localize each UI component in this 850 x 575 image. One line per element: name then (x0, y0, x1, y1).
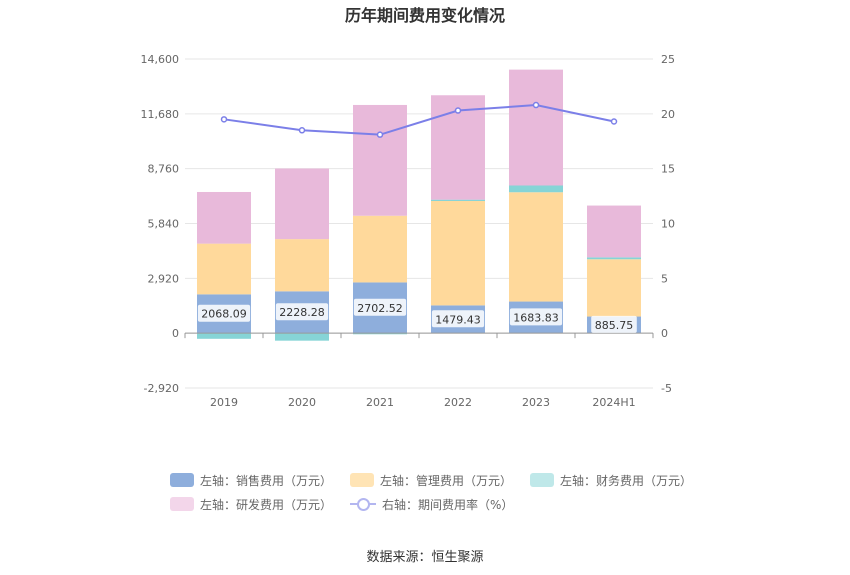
bar-segment-2 (431, 199, 485, 201)
y-left-tick-label: 5,840 (148, 218, 180, 231)
legend-swatch-finance (530, 473, 555, 487)
legend-item-rate[interactable]: 右轴：期间费用率（%） (350, 496, 513, 513)
bar-label-bg (431, 310, 485, 328)
bar-label-bg (591, 315, 637, 333)
axes: -2,920 0 2,920 5,840 8,760 11,680 14,600 -5 0 5 10… (141, 53, 676, 409)
bar-data-label: 2068.09 (201, 308, 247, 321)
bar-data-label: 885.75 (595, 319, 634, 332)
rate-point (220, 116, 228, 123)
legend-swatch-admin (350, 473, 375, 487)
chart-plot: -2,920 0 2,920 5,840 8,760 11,680 14,600 -5 0 5 10… (141, 53, 676, 409)
x-tick-label: 2024H1 (592, 396, 635, 409)
rate-point (610, 118, 618, 125)
legend-label-rd: 左轴：研发费用（万元） (200, 497, 333, 512)
legend-item-admin[interactable]: 左轴：管理费用（万元） (350, 472, 512, 489)
legend-swatch-rd (170, 497, 194, 511)
rate-point (376, 131, 384, 138)
y-left-tick-label: 8,760 (148, 163, 180, 176)
bars (197, 69, 641, 341)
bar-label-bg (509, 308, 563, 326)
data-source: 数据来源：恒生聚源 (366, 550, 484, 565)
x-tick-label: 2019 (210, 396, 238, 409)
y-left-tick-label: 11,680 (141, 108, 180, 121)
legend-label-rate: 右轴：期间费用率（%） (382, 497, 514, 512)
bar-segment-1 (197, 243, 251, 295)
legend-item-finance[interactable]: 左轴：财务费用（万元） (530, 472, 692, 489)
legend-swatch-rate (350, 497, 377, 511)
bar-label-bg (353, 298, 407, 316)
y-left-tick-label: 14,600 (141, 53, 180, 66)
legend-label-sales: 左轴：销售费用（万元） (200, 473, 333, 488)
x-tick-label: 2022 (444, 396, 472, 409)
legend-item-sales[interactable]: 左轴：销售费用（万元） (170, 472, 332, 489)
legend: 左轴：销售费用（万元） 左轴：管理费用（万元） 左轴：财务费用（万元） 左轴：研… (170, 470, 730, 518)
y-left-tick-label: 0 (172, 327, 179, 340)
bar-data-label: 1683.83 (513, 311, 559, 324)
bar-segment-1 (509, 192, 563, 302)
rate-line-path (223, 104, 615, 136)
bar-data-label: 1479.43 (435, 313, 481, 326)
rate-point (298, 127, 306, 134)
bar-segment-3 (509, 69, 563, 186)
y-left-tick-label: 2,920 (148, 272, 180, 285)
y-right-tick-label: 20 (661, 108, 675, 121)
bar-segment-2 (587, 257, 641, 260)
legend-label-admin: 左轴：管理费用（万元） (380, 473, 513, 488)
legend-item-rd[interactable]: 左轴：研发费用（万元） (170, 496, 332, 513)
y-right-tick-label: -5 (661, 382, 672, 395)
bar-data-labels: 2068.09 2228.28 2702.52 1479.43 1683.83 885.7… (197, 298, 637, 333)
bar-segment-2 (275, 333, 329, 341)
bar-segment-3 (587, 205, 641, 258)
y-right-tick-label: 25 (661, 53, 675, 66)
bar-segment-2 (197, 333, 251, 339)
legend-swatch-sales (170, 473, 194, 487)
x-tick-label: 2020 (288, 396, 316, 409)
bar-segment-1 (431, 200, 485, 306)
bar-data-label: 2228.28 (279, 306, 325, 319)
bar-segment-3 (275, 168, 329, 240)
bar-data-label: 2702.52 (357, 302, 403, 315)
bar-segment-2 (509, 185, 563, 193)
bar-segment-1 (275, 239, 329, 292)
bar-label-bg (275, 303, 329, 321)
y-right-tick-label: 5 (661, 272, 668, 285)
bar-segment-1 (587, 259, 641, 317)
bar-segment-1 (353, 215, 407, 283)
y-right-tick-label: 15 (661, 163, 675, 176)
y-right-tick-label: 10 (661, 218, 675, 231)
y-right-tick-label: 0 (661, 327, 668, 340)
rate-point (454, 107, 462, 114)
rate-point (532, 101, 540, 109)
y-left-tick-label: -2,920 (144, 382, 179, 395)
legend-label-finance: 左轴：财务费用（万元） (560, 473, 693, 488)
x-tick-label: 2023 (522, 396, 550, 409)
chart-title: 历年期间费用变化情况 (344, 6, 505, 25)
gridlines (185, 58, 653, 389)
bar-segment-3 (197, 191, 251, 244)
bar-segment-3 (353, 104, 407, 216)
bar-label-bg (197, 304, 251, 322)
x-tick-label: 2021 (366, 396, 394, 409)
bar-segment-2 (353, 333, 407, 335)
rate-line (220, 101, 618, 138)
